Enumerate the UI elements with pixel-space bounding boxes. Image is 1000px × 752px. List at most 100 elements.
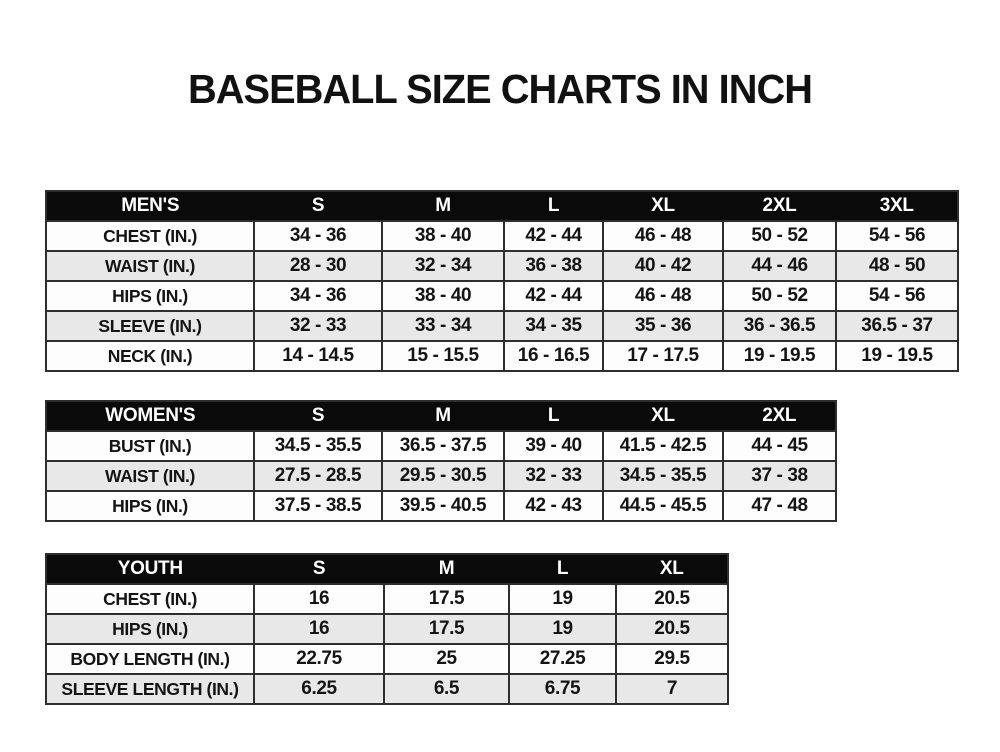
size-value-cell: 38 - 40 — [381, 280, 505, 312]
size-value-cell: 46 - 48 — [602, 220, 724, 252]
womens-header-row: WOMEN'S S M L XL 2XL — [45, 400, 837, 432]
column-header-l: L — [503, 400, 604, 432]
size-value-cell: 37 - 38 — [722, 460, 837, 492]
size-value-cell: 42 - 44 — [503, 280, 604, 312]
column-header-s: S — [253, 190, 383, 222]
size-value-cell: 7 — [615, 673, 729, 705]
page-title: BASEBALL SIZE CHARTS IN INCH — [188, 66, 813, 112]
column-header-m: M — [383, 553, 510, 585]
size-value-cell: 46 - 48 — [602, 280, 724, 312]
size-value-cell: 36 - 38 — [503, 250, 604, 282]
column-header-l: L — [508, 553, 617, 585]
table-row: SLEEVE LENGTH (IN.) 6.25 6.5 6.75 7 — [45, 673, 729, 705]
size-value-cell: 17.5 — [383, 613, 510, 645]
size-value-cell: 20.5 — [615, 583, 729, 615]
size-value-cell: 19 - 19.5 — [835, 340, 959, 372]
table-row: BUST (IN.) 34.5 - 35.5 36.5 - 37.5 39 - 40 4… — [45, 430, 837, 462]
column-header-3xl: 3XL — [835, 190, 959, 222]
size-value-cell: 42 - 44 — [503, 220, 604, 252]
size-value-cell: 16 — [253, 613, 385, 645]
row-label-cell: CHEST (IN.) — [45, 583, 255, 615]
size-value-cell: 37.5 - 38.5 — [253, 490, 383, 522]
size-value-cell: 27.25 — [508, 643, 617, 675]
row-label-cell: SLEEVE LENGTH (IN.) — [45, 673, 255, 705]
size-value-cell: 22.75 — [253, 643, 385, 675]
column-header-2xl: 2XL — [722, 400, 837, 432]
column-header-m: M — [381, 190, 505, 222]
row-label-cell: CHEST (IN.) — [45, 220, 255, 252]
size-value-cell: 15 - 15.5 — [381, 340, 505, 372]
size-value-cell: 29.5 - 30.5 — [381, 460, 505, 492]
size-value-cell: 39.5 - 40.5 — [381, 490, 505, 522]
mens-size-table: MEN'S S M L XL 2XL 3XL CHEST (IN.) 34 - 36 38 - … — [45, 190, 959, 372]
mens-header-row: MEN'S S M L XL 2XL 3XL — [45, 190, 959, 222]
size-value-cell: 29.5 — [615, 643, 729, 675]
size-value-cell: 50 - 52 — [722, 220, 837, 252]
column-header-s: S — [253, 553, 385, 585]
size-value-cell: 28 - 30 — [253, 250, 383, 282]
table-row: NECK (IN.) 14 - 14.5 15 - 15.5 16 - 16.5 17 … — [45, 340, 959, 372]
size-value-cell: 17.5 — [383, 583, 510, 615]
size-value-cell: 34.5 - 35.5 — [253, 430, 383, 462]
size-value-cell: 27.5 - 28.5 — [253, 460, 383, 492]
size-value-cell: 44 - 45 — [722, 430, 837, 462]
table-row: HIPS (IN.) 34 - 36 38 - 40 42 - 44 46 - 48 50… — [45, 280, 959, 312]
table-row: WAIST (IN.) 27.5 - 28.5 29.5 - 30.5 32 - 33… — [45, 460, 837, 492]
size-value-cell: 36 - 36.5 — [722, 310, 837, 342]
size-value-cell: 40 - 42 — [602, 250, 724, 282]
row-label-cell: SLEEVE (IN.) — [45, 310, 255, 342]
size-value-cell: 17 - 17.5 — [602, 340, 724, 372]
size-value-cell: 14 - 14.5 — [253, 340, 383, 372]
size-value-cell: 34 - 36 — [253, 220, 383, 252]
mens-group-header: MEN'S — [45, 190, 255, 222]
size-value-cell: 32 - 33 — [253, 310, 383, 342]
table-row: SLEEVE (IN.) 32 - 33 33 - 34 34 - 35 35 - 36… — [45, 310, 959, 342]
size-value-cell: 54 - 56 — [835, 220, 959, 252]
row-label-cell: WAIST (IN.) — [45, 250, 255, 282]
table-row: HIPS (IN.) 37.5 - 38.5 39.5 - 40.5 42 - 43 4… — [45, 490, 837, 522]
womens-size-table: WOMEN'S S M L XL 2XL BUST (IN.) 34.5 - 35.5 36.… — [45, 400, 837, 522]
size-value-cell: 32 - 34 — [381, 250, 505, 282]
row-label-cell: HIPS (IN.) — [45, 613, 255, 645]
size-value-cell: 50 - 52 — [722, 280, 837, 312]
size-value-cell: 19 — [508, 583, 617, 615]
size-value-cell: 6.25 — [253, 673, 385, 705]
size-value-cell: 54 - 56 — [835, 280, 959, 312]
size-value-cell: 19 — [508, 613, 617, 645]
size-value-cell: 6.75 — [508, 673, 617, 705]
table-row: WAIST (IN.) 28 - 30 32 - 34 36 - 38 40 - 42 4… — [45, 250, 959, 282]
size-value-cell: 32 - 33 — [503, 460, 604, 492]
size-value-cell: 36.5 - 37 — [835, 310, 959, 342]
table-row: HIPS (IN.) 16 17.5 19 20.5 — [45, 613, 729, 645]
size-value-cell: 47 - 48 — [722, 490, 837, 522]
size-value-cell: 44.5 - 45.5 — [602, 490, 724, 522]
column-header-m: M — [381, 400, 505, 432]
row-label-cell: WAIST (IN.) — [45, 460, 255, 492]
column-header-xl: XL — [602, 400, 724, 432]
size-value-cell: 6.5 — [383, 673, 510, 705]
row-label-cell: BODY LENGTH (IN.) — [45, 643, 255, 675]
table-row: CHEST (IN.) 34 - 36 38 - 40 42 - 44 46 - 48 5… — [45, 220, 959, 252]
womens-group-header: WOMEN'S — [45, 400, 255, 432]
size-value-cell: 16 — [253, 583, 385, 615]
size-value-cell: 38 - 40 — [381, 220, 505, 252]
youth-size-table: YOUTH S M L XL CHEST (IN.) 16 17.5 19 20.5 HIPS (… — [45, 553, 729, 705]
size-value-cell: 20.5 — [615, 613, 729, 645]
youth-group-header: YOUTH — [45, 553, 255, 585]
column-header-xl: XL — [602, 190, 724, 222]
size-value-cell: 19 - 19.5 — [722, 340, 837, 372]
row-label-cell: NECK (IN.) — [45, 340, 255, 372]
table-row: BODY LENGTH (IN.) 22.75 25 27.25 29.5 — [45, 643, 729, 675]
column-header-l: L — [503, 190, 604, 222]
size-value-cell: 36.5 - 37.5 — [381, 430, 505, 462]
row-label-cell: HIPS (IN.) — [45, 280, 255, 312]
size-value-cell: 34.5 - 35.5 — [602, 460, 724, 492]
row-label-cell: BUST (IN.) — [45, 430, 255, 462]
size-value-cell: 35 - 36 — [602, 310, 724, 342]
youth-header-row: YOUTH S M L XL — [45, 553, 729, 585]
size-value-cell: 48 - 50 — [835, 250, 959, 282]
size-value-cell: 44 - 46 — [722, 250, 837, 282]
column-header-s: S — [253, 400, 383, 432]
size-value-cell: 42 - 43 — [503, 490, 604, 522]
size-value-cell: 34 - 35 — [503, 310, 604, 342]
